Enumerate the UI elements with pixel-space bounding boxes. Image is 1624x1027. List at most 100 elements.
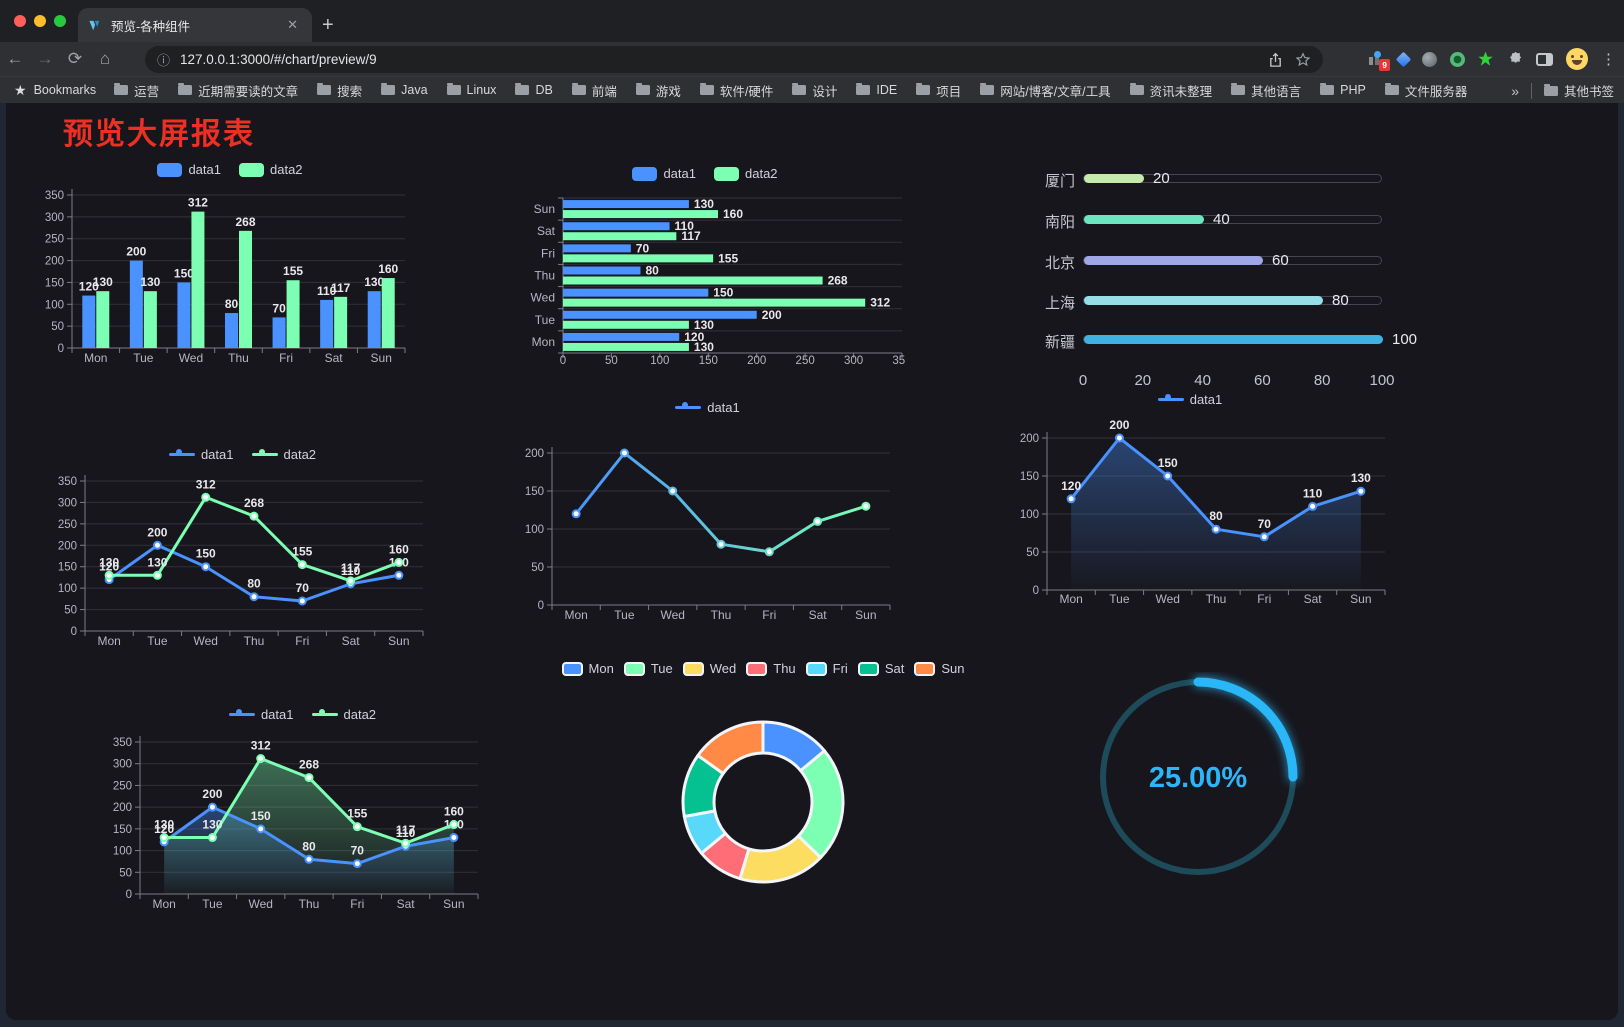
progress-axis: 0 20 40 60 80 100 — [1078, 372, 1395, 389]
bookmark-item[interactable]: 项目 — [916, 81, 961, 100]
share-icon[interactable] — [1268, 52, 1283, 68]
tab-close-icon[interactable]: ✕ — [287, 17, 298, 32]
new-tab-button[interactable]: + — [322, 14, 334, 36]
legend-item[interactable]: data1 — [157, 162, 221, 177]
svg-text:268: 268 — [299, 758, 319, 772]
svg-text:Tue: Tue — [535, 313, 556, 327]
svg-text:300: 300 — [58, 497, 77, 509]
forward-button[interactable]: → — [36, 49, 54, 68]
svg-text:110: 110 — [396, 826, 416, 840]
svg-text:200: 200 — [747, 355, 766, 367]
puzzle-extensions-icon[interactable] — [1506, 51, 1523, 68]
donut-chart: Mon Tue Wed Thu Fri Sat Sun — [561, 655, 964, 905]
bookmarks-overflow-chevron[interactable]: » — [1511, 82, 1519, 99]
svg-text:Wed: Wed — [179, 351, 203, 365]
bookmark-item[interactable]: 运营 — [114, 81, 159, 100]
bookmark-item[interactable]: 搜索 — [317, 81, 362, 100]
legend-item[interactable]: Wed — [682, 661, 736, 676]
legend-item[interactable]: data1 — [1157, 392, 1222, 407]
svg-text:130: 130 — [140, 275, 160, 289]
folder-icon — [635, 83, 650, 95]
svg-text:70: 70 — [351, 844, 365, 858]
legend-item[interactable]: data1 — [228, 707, 294, 722]
svg-text:Mon: Mon — [84, 351, 107, 365]
kite-extension-icon[interactable] — [1395, 51, 1412, 67]
svg-text:160: 160 — [444, 805, 464, 819]
reload-button[interactable]: ⟳ — [67, 49, 83, 68]
bookmark-item[interactable]: 前端 — [571, 81, 617, 100]
legend-item[interactable]: Fri — [805, 661, 848, 676]
legend-item[interactable]: data2 — [239, 162, 303, 177]
legend-item[interactable]: Sun — [914, 661, 964, 676]
legend-item[interactable]: data2 — [714, 166, 778, 181]
bookmarks-label[interactable]: Bookmarks — [33, 83, 97, 97]
bookmark-item[interactable]: 其他语言 — [1231, 81, 1301, 100]
svg-text:150: 150 — [174, 266, 194, 280]
legend-item[interactable]: data2 — [311, 707, 376, 722]
green-star-extension-icon[interactable] — [1478, 51, 1493, 66]
svg-text:312: 312 — [188, 196, 208, 210]
bookmark-item[interactable]: 文件服务器 — [1384, 81, 1467, 100]
window-maximize-button[interactable] — [54, 15, 66, 27]
bookmark-item[interactable]: Java — [381, 83, 428, 97]
horizontal-bar-chart: data1 data2 0 50 100 150 200 250 300 350 Sun 130 160… — [505, 160, 905, 380]
bookmark-item[interactable]: IDE — [856, 83, 897, 97]
profile-avatar[interactable] — [1566, 48, 1588, 70]
green-circle-extension-icon[interactable] — [1450, 51, 1465, 67]
browser-tab[interactable]: 预览-各种组件 ✕ — [78, 8, 312, 42]
progress-track: 40 — [1083, 211, 1382, 228]
bookmarks-star-icon[interactable]: ★ — [14, 81, 27, 98]
progress-row: 北京 60 — [1020, 251, 1395, 272]
grouped-bar-chart: data1 data2 0 50 100 150 200 250 300 350 Mon Tue Wed… — [35, 160, 425, 375]
svg-text:70: 70 — [296, 581, 310, 595]
legend-item[interactable]: Sat — [857, 661, 904, 676]
bookmark-star-icon[interactable] — [1295, 51, 1311, 68]
svg-text:Tue: Tue — [202, 897, 223, 911]
svg-text:155: 155 — [292, 545, 312, 559]
legend-item[interactable]: Thu — [746, 661, 796, 676]
chart-legend: data1 — [990, 392, 1390, 407]
stats-extension-icon[interactable]: 9 — [1367, 51, 1390, 71]
svg-text:350: 350 — [892, 355, 905, 367]
folder-icon — [1231, 83, 1246, 95]
bookmark-item[interactable]: 软件/硬件 — [699, 81, 773, 100]
svg-text:120: 120 — [684, 330, 704, 344]
bookmark-item[interactable]: 设计 — [792, 81, 837, 100]
legend-item[interactable]: Tue — [623, 661, 673, 676]
svg-text:268: 268 — [235, 215, 255, 229]
side-panel-icon[interactable] — [1536, 52, 1553, 66]
svg-text:150: 150 — [196, 547, 216, 561]
window-minimize-button[interactable] — [34, 15, 46, 27]
svg-text:155: 155 — [718, 251, 738, 265]
bookmark-item[interactable]: 近期需要读的文章 — [178, 81, 298, 100]
svg-text:130: 130 — [99, 555, 119, 569]
progress-row: 南阳 40 — [1020, 210, 1395, 231]
svg-text:350: 350 — [113, 737, 132, 749]
menu-icon[interactable]: ⋮ — [1601, 51, 1616, 68]
address-bar[interactable]: ⓘ 127.0.0.1:3000/#/chart/preview/9 — [145, 46, 1323, 73]
legend-item[interactable]: data1 — [675, 400, 740, 415]
progress-track: 80 — [1083, 292, 1382, 309]
svg-text:110: 110 — [341, 564, 361, 578]
site-info-icon[interactable]: ⓘ — [157, 53, 171, 68]
back-button[interactable]: ← — [6, 49, 24, 68]
folder-icon — [1129, 83, 1144, 95]
bookmark-item[interactable]: Linux — [446, 83, 496, 97]
bookmark-item[interactable]: 资讯未整理 — [1129, 81, 1212, 100]
legend-item[interactable]: data2 — [251, 447, 316, 462]
legend-item[interactable]: Mon — [561, 661, 614, 676]
svg-text:Thu: Thu — [228, 351, 249, 365]
window-close-button[interactable] — [14, 15, 26, 27]
bookmark-item[interactable]: PHP — [1320, 83, 1366, 97]
bookmark-item[interactable]: 网站/博客/文章/工具 — [980, 81, 1111, 100]
svg-text:50: 50 — [605, 355, 618, 367]
bookmark-item[interactable]: DB — [515, 83, 553, 97]
progress-label: 南阳 — [1044, 214, 1075, 231]
home-button[interactable]: ⌂ — [99, 49, 111, 68]
svg-text:200: 200 — [126, 245, 146, 259]
sphere-extension-icon[interactable] — [1422, 51, 1437, 67]
legend-item[interactable]: data1 — [168, 447, 234, 462]
bookmark-item[interactable]: 游戏 — [635, 81, 681, 100]
legend-item[interactable]: data1 — [632, 166, 696, 181]
other-bookmarks[interactable]: 其他书签 — [1543, 81, 1614, 100]
